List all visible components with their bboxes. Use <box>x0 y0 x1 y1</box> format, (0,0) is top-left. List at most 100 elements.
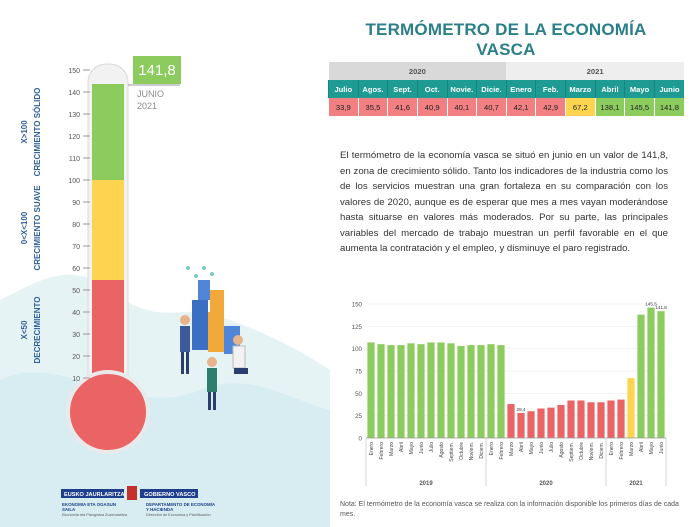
summary-paragraph: El termómetro de la economía vasca se si… <box>340 150 668 254</box>
scale-tick-label: 130 <box>68 112 80 119</box>
x-tick-label: Octubre <box>579 442 585 460</box>
eusko-sub-line: SAILA <box>62 507 76 512</box>
value-cell: 67,2 <box>565 98 596 116</box>
zone-solid-label: CRECIMIENTO SÓLIDO <box>33 88 42 177</box>
bar <box>587 402 595 438</box>
x-tick-label: Octubre <box>459 442 465 460</box>
value-cell: 40,9 <box>416 98 447 116</box>
value-cell: 145,5 <box>624 98 655 116</box>
zone-decline-label: DECRECIMIENTO <box>33 297 42 364</box>
x-tick-label: Septiem. <box>449 442 455 462</box>
x-tick-label: Diciem. <box>599 442 605 459</box>
x-tick-label: Junio <box>539 442 545 454</box>
gobierno-sub-line: Y HACIENDA <box>146 507 174 512</box>
value-badge <box>133 56 181 84</box>
y-tick-label: 125 <box>352 324 363 331</box>
y-tick-label: 0 <box>359 436 363 443</box>
y-tick-label: 25 <box>355 413 362 420</box>
y-tick-label: 150 <box>352 302 363 309</box>
value-month: JUNIO <box>137 89 164 99</box>
month-header-cell: Mayo <box>624 80 655 98</box>
x-tick-label: Febrero <box>379 442 385 460</box>
business-people-illustration <box>180 266 248 410</box>
scale-tick-label: 150 <box>68 68 80 75</box>
x-tick-label: Marzo <box>629 442 635 456</box>
scale-tick-label: 110 <box>69 156 80 163</box>
value-row: 33,9 35,5 41,6 40,9 40,1 40,7 42,1 42,9 67,2 138,… <box>328 98 684 116</box>
y-tick-label: 75 <box>355 369 362 376</box>
gobierno-sub-line: Dirección de Economía y Planificación <box>146 513 211 517</box>
x-tick-label: Diciem. <box>479 442 485 459</box>
bar <box>387 345 395 438</box>
x-tick-label: Mayo <box>409 442 415 454</box>
monthly-bar-chart: 0 25 50 75 100 125 150 Enero Febrero Marzo Abril Ma… <box>352 302 668 488</box>
x-tick-label: Junio <box>659 442 665 454</box>
year-group-label: 2020 <box>539 481 553 487</box>
x-tick-label: Septiem. <box>569 442 575 462</box>
value-badge-text: 141,8 <box>138 62 176 79</box>
x-tick-label: Agosto <box>439 442 445 458</box>
x-tick-label: Junio <box>419 442 425 454</box>
gobierno-vasco-logo: EUSKO JAURLARITZA EKONOMIA ETA OGASUN SA… <box>61 486 216 517</box>
zone-soft-label: CRECIMIENTO SUAVE <box>33 185 42 271</box>
x-tick-label: Febrero <box>499 442 505 460</box>
value-cell: 41,6 <box>387 98 418 116</box>
bar <box>427 342 435 438</box>
bar <box>367 342 375 438</box>
gobierno-sub-line: DEPARTAMENTO DE ECONOMÍA <box>146 502 216 507</box>
zone-soft-bar <box>92 180 124 280</box>
x-tick-label: Noviem. <box>589 442 595 460</box>
scale-tick-label: 60 <box>72 266 80 273</box>
eusko-sub-line: Ekonomia eta Plangintza Zuzendaritza <box>62 513 128 517</box>
scale-tick-label: 10 <box>72 376 80 383</box>
year-group-label: 2021 <box>629 481 643 487</box>
value-cell: 33,9 <box>328 98 359 116</box>
scale-tick-label: 40 <box>72 310 80 317</box>
bar <box>647 307 655 438</box>
value-cell: 35,5 <box>357 98 388 116</box>
eusko-sub-line: EKONOMIA ETA OGASUN <box>62 502 116 507</box>
bar <box>417 344 425 438</box>
bar <box>517 412 525 438</box>
bar <box>507 404 515 438</box>
x-tick-label: Abril <box>399 442 405 452</box>
value-cell: 40,1 <box>446 98 477 116</box>
bar <box>607 400 615 438</box>
bar <box>457 345 465 438</box>
bar <box>407 343 415 438</box>
monthly-values-table: 2020 2021 Julio Agos. Sept. Oct. Novie. Dicie… <box>328 62 684 116</box>
month-header-row: Julio Agos. Sept. Oct. Novie. Dicie. Enero Feb.… <box>328 80 684 98</box>
x-tick-label: Enero <box>609 442 615 456</box>
x-tick-label: Agosto <box>559 442 565 458</box>
y-tick-label: 50 <box>355 391 362 398</box>
month-header-cell: Enero <box>505 80 536 98</box>
value-cell: 141,8 <box>653 98 684 116</box>
x-tick-label: Enero <box>369 442 375 456</box>
bar <box>627 378 635 438</box>
scale-tick-label: 140 <box>68 90 80 97</box>
x-tick-label: Julio <box>429 442 435 453</box>
bar <box>597 402 605 438</box>
bar <box>497 345 505 438</box>
scale-tick-label: 90 <box>72 200 80 207</box>
month-header-cell: Julio <box>328 80 359 98</box>
x-tick-label: Marzo <box>509 442 515 456</box>
scale-tick-label: 30 <box>72 332 80 339</box>
bar <box>577 400 585 438</box>
month-header-cell: Marzo <box>565 80 596 98</box>
value-cell: 40,7 <box>476 98 507 116</box>
bar <box>477 345 485 438</box>
month-header-cell: Feb. <box>535 80 566 98</box>
gobierno-logo-text: GOBIERNO VASCO <box>144 492 196 498</box>
x-tick-label: Febrero <box>619 442 625 460</box>
zone-solid-bar <box>92 84 124 180</box>
bar <box>437 342 445 438</box>
bar <box>557 404 565 438</box>
year-2020-header: 2020 <box>328 62 507 80</box>
bar <box>467 345 475 438</box>
scale-tick-label: 50 <box>72 288 80 295</box>
thermometer-scale: 150 140 130 120 110 100 90 80 70 60 50 40 30 20 10 <box>68 68 90 383</box>
coat-of-arms-icon <box>127 486 137 500</box>
month-header-cell: Abril <box>594 80 625 98</box>
scale-tick-label: 20 <box>72 354 80 361</box>
